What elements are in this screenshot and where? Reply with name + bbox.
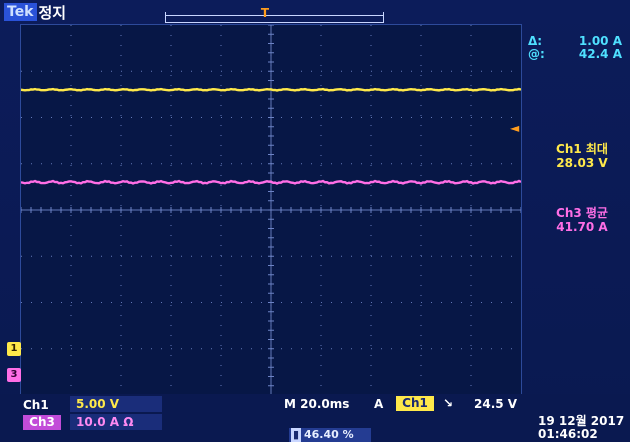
ch3-ground-marker: 3	[7, 368, 21, 382]
cursor-position-readout: @: 42.4 A	[528, 47, 628, 61]
trigger-mode: A	[374, 397, 384, 411]
cursor-delta-value: 1.00 A	[578, 34, 622, 48]
measurement-label: Ch3 평균	[556, 206, 608, 220]
timebase-readout: M 20.0ms	[284, 397, 350, 411]
delta-icon: Δ:	[528, 34, 543, 48]
record-length-bar	[165, 12, 384, 23]
cursor-delta-readout: Δ: 1.00 A	[528, 34, 628, 48]
cursor-position-value: 42.4 A	[578, 47, 622, 61]
measurement-value: 41.70 A	[556, 220, 608, 234]
trigger-position-icon: T	[260, 6, 270, 20]
status-header: Tek 정지	[4, 2, 66, 22]
ch1-ground-marker: 1	[7, 342, 21, 356]
timestamp: 19 12월 2017 01:46:02	[538, 415, 630, 441]
measurement-ch1-max: Ch1 최대 28.03 V	[536, 142, 628, 170]
trigger-level-icon: ◄	[510, 121, 520, 135]
horizontal-position: ▮ 46.40 %	[289, 428, 371, 442]
position-icon: ▮	[291, 428, 301, 442]
ch1-scale: 5.00 V	[70, 396, 162, 412]
time-label: 01:46:02	[538, 427, 598, 441]
graticule	[20, 24, 522, 396]
waveform-display	[21, 25, 521, 395]
ch3-scale: 10.0 A Ω	[70, 414, 162, 430]
measurement-label: Ch1 최대	[556, 142, 608, 156]
trigger-source: Ch1	[396, 396, 434, 411]
at-icon: @:	[528, 47, 545, 61]
falling-edge-icon: ↘	[443, 396, 454, 410]
date-label: 19 12월 2017	[538, 414, 625, 428]
trigger-level-readout: 24.5 V	[474, 397, 518, 411]
acquisition-state: 정지	[38, 3, 67, 22]
position-value: 46.40 %	[304, 428, 354, 441]
ch1-waveform	[21, 87, 521, 92]
record-window	[166, 15, 383, 16]
ch3-waveform	[21, 179, 521, 185]
measurement-value: 28.03 V	[556, 156, 608, 170]
ch3-label: Ch3	[23, 415, 61, 430]
measurement-ch3-mean: Ch3 평균 41.70 A	[536, 206, 628, 234]
ch1-label: Ch1	[23, 398, 49, 412]
brand-logo: Tek	[4, 3, 37, 21]
